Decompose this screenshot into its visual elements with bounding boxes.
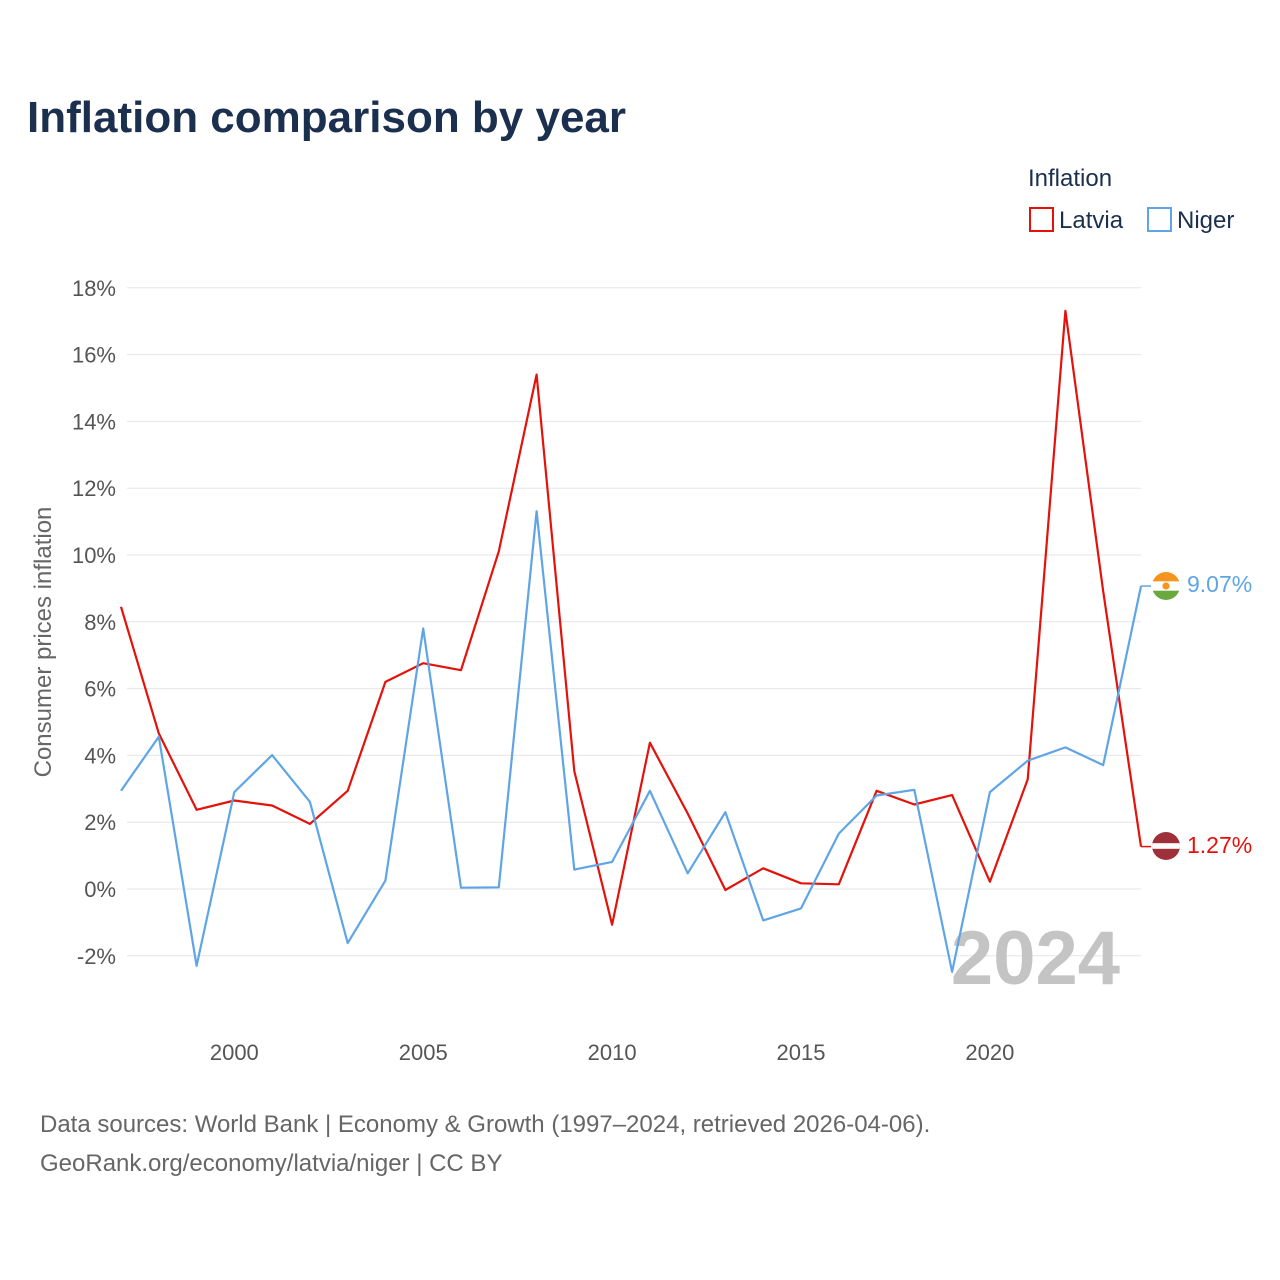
latvia-flag-icon <box>1152 832 1180 860</box>
x-tick-label: 2000 <box>210 1040 259 1065</box>
y-tick-label: 6% <box>84 677 116 702</box>
legend-title: Inflation <box>1028 165 1112 192</box>
legend: Inflation Latvia Niger <box>1028 165 1234 234</box>
legend-label-latvia[interactable]: Latvia <box>1059 207 1124 234</box>
y-tick-label: -2% <box>77 944 116 969</box>
y-tick-label: 18% <box>72 276 116 301</box>
legend-swatch-latvia[interactable] <box>1029 207 1054 232</box>
x-axis: 2000 2005 2010 2015 2020 <box>210 1040 1015 1065</box>
x-tick-label: 2020 <box>965 1040 1014 1065</box>
grid <box>127 287 1141 957</box>
y-tick-label: 14% <box>72 409 116 434</box>
y-tick-label: 10% <box>72 543 116 568</box>
y-tick-label: 0% <box>84 877 116 902</box>
y-tick-label: 8% <box>84 610 116 635</box>
series <box>119 309 1143 973</box>
y-axis: -2% 0% 2% 4% 6% 8% 10% 12% 14% 16% 18% <box>72 276 116 969</box>
source-line-2[interactable]: GeoRank.org/economy/latvia/niger | CC BY <box>40 1150 502 1177</box>
source-line-1: Data sources: World Bank | Economy & Gro… <box>40 1111 930 1138</box>
x-tick-label: 2015 <box>777 1040 826 1065</box>
end-value-latvia: 1.27% <box>1187 832 1252 858</box>
series-line-latvia[interactable] <box>119 309 1143 926</box>
year-watermark: 2024 <box>951 916 1120 1001</box>
niger-flag-icon <box>1152 572 1180 600</box>
y-tick-label: 4% <box>84 743 116 768</box>
y-tick-label: 16% <box>72 343 116 368</box>
y-tick-label: 12% <box>72 476 116 501</box>
legend-swatch-niger[interactable] <box>1147 207 1172 232</box>
x-tick-label: 2005 <box>399 1040 448 1065</box>
chart-title: Inflation comparison by year <box>27 93 626 142</box>
y-tick-label: 2% <box>84 810 116 835</box>
legend-label-niger[interactable]: Niger <box>1177 207 1234 234</box>
end-labels: 1.27% 9.07% <box>1141 571 1252 860</box>
x-tick-label: 2010 <box>588 1040 637 1065</box>
y-axis-label: Consumer prices inflation <box>30 507 57 778</box>
end-value-niger: 9.07% <box>1187 571 1252 597</box>
series-line-niger[interactable] <box>120 510 1143 973</box>
